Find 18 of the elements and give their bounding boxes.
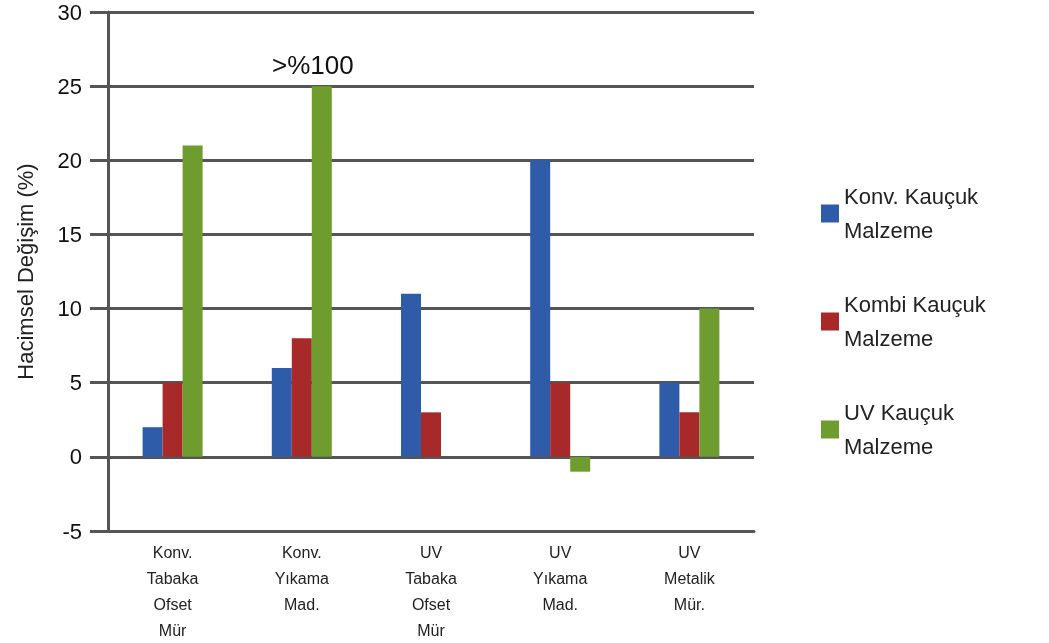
y-tick-label: 20	[57, 147, 82, 173]
legend-label: Kombi Kauçuk Malzeme	[844, 292, 992, 351]
annotation: >%100	[272, 50, 354, 80]
y-tick-label: 10	[57, 296, 82, 322]
y-tick-label: 15	[57, 221, 82, 247]
x-tick-label: UV Yıkama Mad.	[533, 543, 588, 613]
x-tick-label: Konv. Tabaka Ofset Mür	[146, 543, 199, 639]
x-tick-label: Konv. Yıkama Mad.	[274, 543, 330, 613]
y-tick-label: 30	[57, 0, 82, 25]
legend-label: Konv. Kauçuk Malzeme	[844, 184, 985, 243]
y-tick-label: 0	[69, 444, 82, 470]
x-tick-label: UV Tabaka Ofset Mür	[405, 543, 457, 639]
x-tick-label: UV Metalik Mür.	[664, 543, 716, 613]
legend-label: UV Kauçuk Malzeme	[844, 400, 961, 459]
y-tick-label: -5	[62, 518, 82, 544]
y-tick-label: 25	[57, 73, 82, 99]
y-axis-title: Hacimsel Değişim (%)	[12, 163, 38, 380]
y-tick-label: 5	[69, 370, 82, 396]
